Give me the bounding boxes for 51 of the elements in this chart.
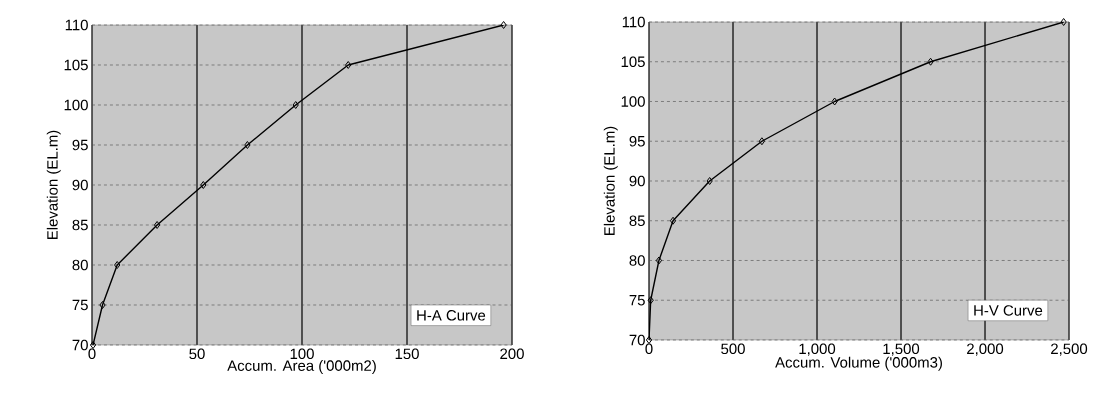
y-tick-label: 85 (629, 215, 645, 227)
x-tick-label: 1,500 (883, 343, 920, 356)
point (99, 301, 106, 309)
point (345, 61, 352, 69)
x-tick-label: 500 (721, 343, 745, 355)
x-tick-label: 100 (290, 348, 314, 360)
y-tick-label: 105 (621, 56, 645, 68)
point (500, 21, 507, 29)
annotation: H-V Curve (974, 305, 1043, 316)
point (758, 137, 766, 146)
y-tick-label: 110 (622, 16, 645, 28)
y-tick-label: 90 (72, 179, 88, 191)
point (927, 57, 934, 66)
y-tick-label: 95 (72, 139, 88, 151)
point (831, 97, 838, 106)
point (1060, 18, 1067, 26)
point (706, 177, 713, 185)
point (655, 256, 663, 265)
x-tick-label: 50 (189, 348, 205, 360)
y-tick-label: 110 (65, 19, 88, 31)
x-tick-label: 150 (395, 348, 419, 360)
point (669, 216, 677, 225)
y-tick-label: 90 (629, 175, 645, 187)
point (200, 181, 207, 189)
y-tick-label: 70 (629, 334, 645, 346)
y-axis-title: Elevation (EL.m) (46, 130, 61, 240)
point (114, 261, 121, 269)
point (292, 101, 299, 109)
annotation: H-A Curve (417, 310, 486, 321)
x-tick-label: 2,500 (1051, 343, 1088, 356)
y-tick-label: 70 (72, 339, 88, 351)
x-tick-label: 0 (645, 343, 653, 355)
x-axis-title: Accum. Area ('000m2) (227, 359, 376, 374)
y-tick-label: 100 (621, 96, 645, 107)
x-tick-label: 0 (88, 348, 96, 360)
y-tick-label: 80 (629, 255, 645, 266)
y-tick-label: 95 (629, 135, 645, 147)
point (647, 296, 654, 305)
y-tick-label: 80 (72, 259, 88, 271)
point (244, 141, 251, 149)
y-tick-label: 105 (64, 59, 88, 71)
y-tick-label: 75 (629, 295, 645, 306)
x-tick-label: 2,000 (967, 343, 1004, 356)
y-tick-label: 75 (72, 299, 88, 311)
y-axis-title: Elevation (EL.m) (603, 126, 618, 236)
y-tick-label: 85 (72, 219, 88, 231)
x-tick-label: 200 (500, 348, 524, 360)
point (153, 221, 161, 229)
x-tick-label: 1,000 (799, 343, 836, 356)
y-tick-label: 100 (64, 99, 88, 111)
x-axis-title: Accum. Volume ('000m3) (775, 356, 942, 371)
